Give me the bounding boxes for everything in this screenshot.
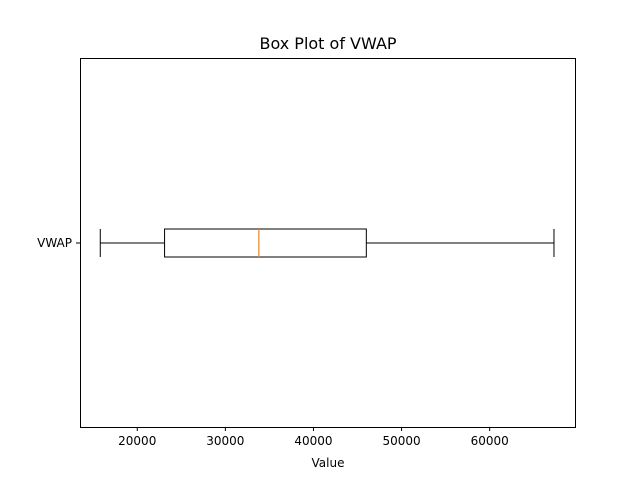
- x-tick-label: 50000: [382, 434, 420, 448]
- box-iqr: [164, 228, 367, 258]
- plot-area-frame: [80, 58, 576, 428]
- y-axis-ticks: VWAP: [37, 236, 80, 250]
- x-tick-label: 20000: [118, 434, 156, 448]
- x-axis-ticks: 20000 30000 40000 50000 60000: [118, 427, 509, 448]
- x-tick-label: 30000: [206, 434, 244, 448]
- x-axis-label: Value: [312, 456, 345, 470]
- chart-title: Box Plot of VWAP: [259, 34, 396, 53]
- chart-marks: [99, 228, 555, 258]
- x-tick-label: 40000: [294, 434, 332, 448]
- y-tick-label: VWAP: [37, 236, 72, 250]
- x-tick-label: 60000: [471, 434, 509, 448]
